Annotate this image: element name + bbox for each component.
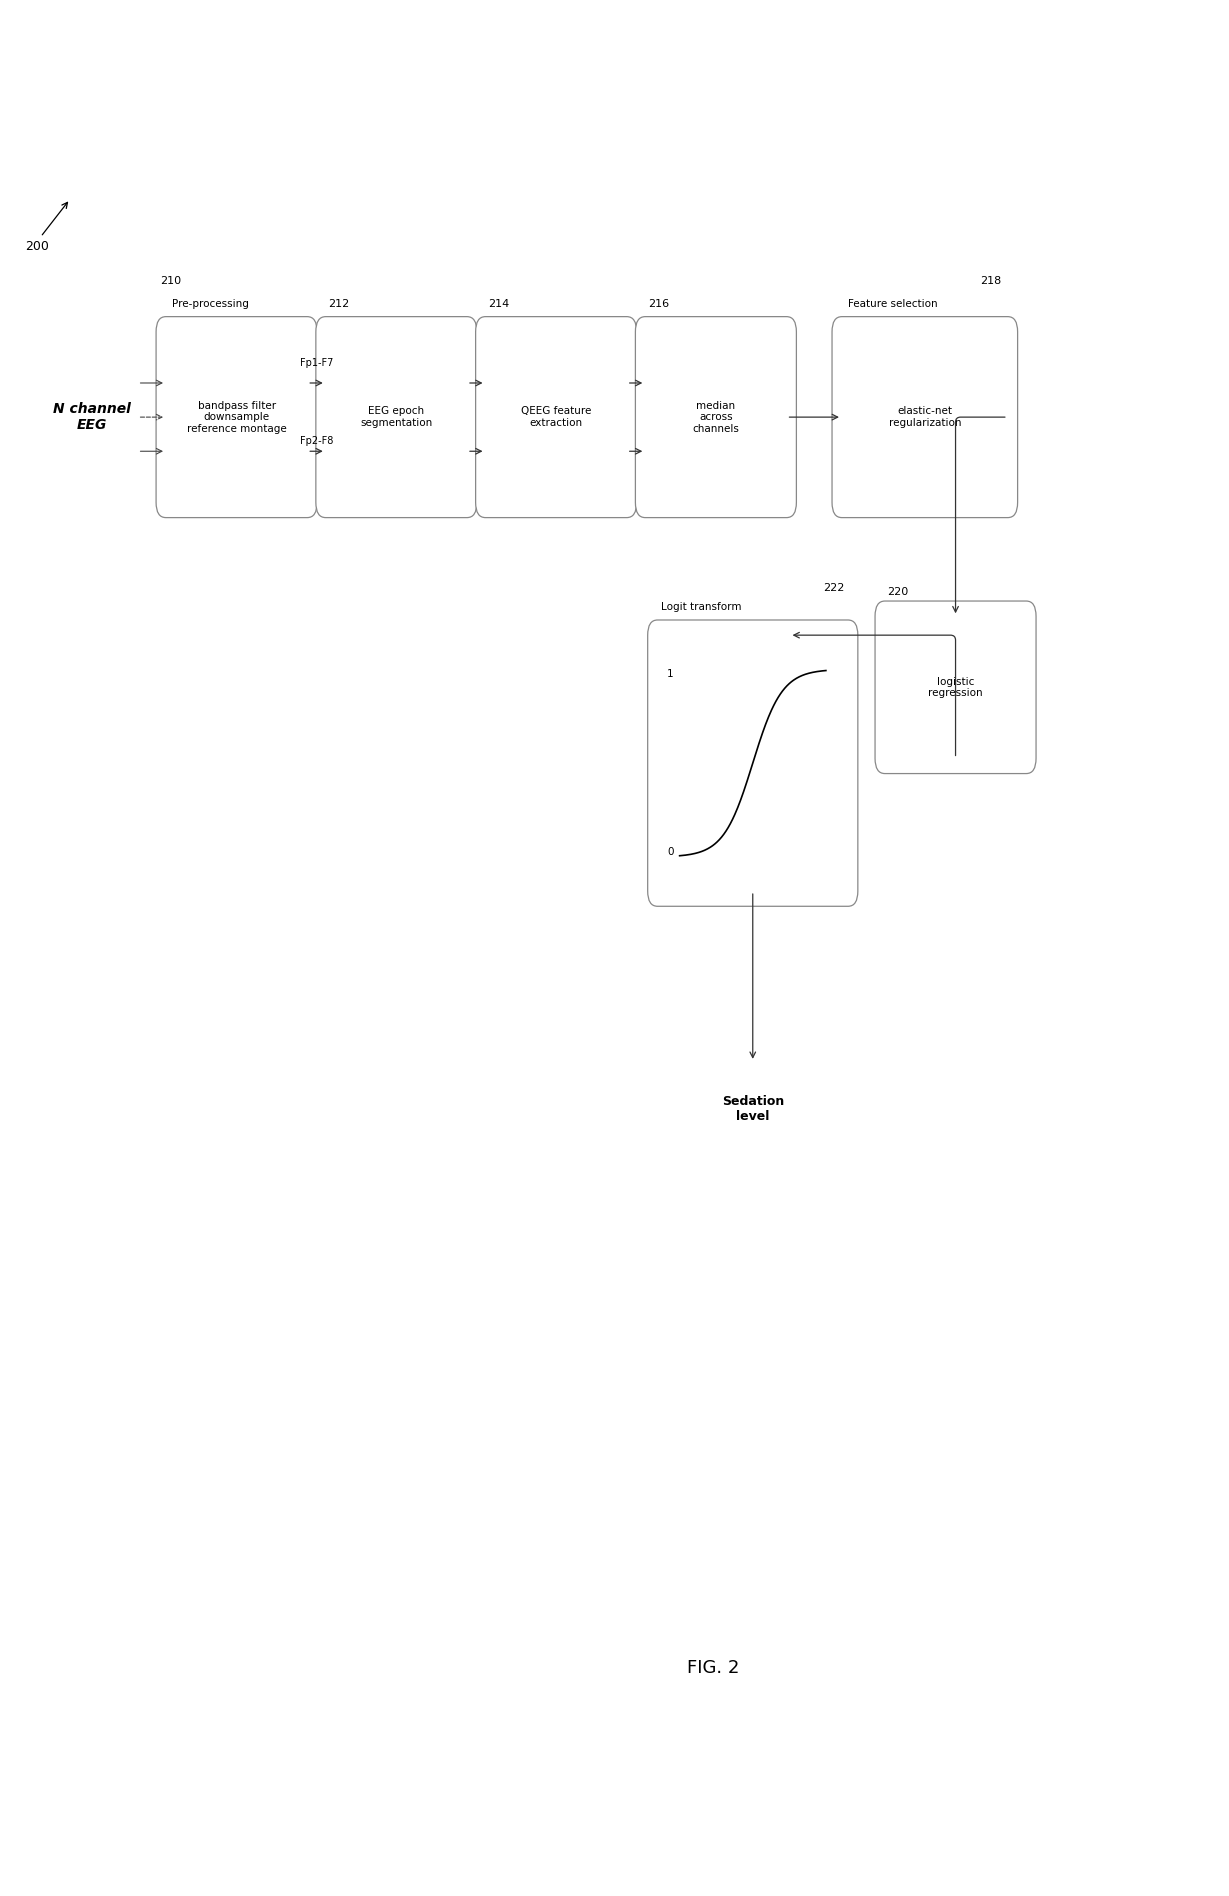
FancyBboxPatch shape: [156, 317, 317, 518]
FancyBboxPatch shape: [316, 317, 477, 518]
Text: EEG epoch
segmentation: EEG epoch segmentation: [360, 406, 433, 428]
Text: 222: 222: [823, 584, 844, 593]
FancyBboxPatch shape: [635, 317, 796, 518]
Text: 218: 218: [981, 277, 1002, 286]
Text: Fp1-F7: Fp1-F7: [300, 358, 333, 368]
Text: 216: 216: [648, 300, 669, 309]
Text: Fp2-F8: Fp2-F8: [300, 436, 333, 446]
Text: 212: 212: [328, 300, 349, 309]
Text: N channel
EEG: N channel EEG: [53, 402, 132, 432]
Text: elastic-net
regularization: elastic-net regularization: [889, 406, 961, 428]
FancyBboxPatch shape: [476, 317, 637, 518]
Text: Pre-processing: Pre-processing: [172, 300, 249, 309]
Text: 0: 0: [667, 848, 673, 857]
FancyBboxPatch shape: [832, 317, 1018, 518]
FancyBboxPatch shape: [875, 601, 1036, 774]
Text: logistic
regression: logistic regression: [928, 677, 983, 698]
FancyBboxPatch shape: [648, 620, 858, 906]
Text: 214: 214: [488, 300, 509, 309]
Text: 210: 210: [160, 277, 181, 286]
Text: 200: 200: [25, 241, 49, 252]
Text: Logit transform: Logit transform: [661, 603, 742, 612]
Text: Sedation
level: Sedation level: [721, 1096, 784, 1122]
Text: FIG. 2: FIG. 2: [687, 1659, 739, 1678]
Text: 1: 1: [667, 669, 673, 679]
Text: QEEG feature
extraction: QEEG feature extraction: [521, 406, 591, 428]
Text: Feature selection: Feature selection: [848, 300, 938, 309]
Text: bandpass filter
downsample
reference montage: bandpass filter downsample reference mon…: [187, 400, 286, 434]
Text: median
across
channels: median across channels: [692, 400, 740, 434]
Text: 220: 220: [887, 588, 908, 597]
